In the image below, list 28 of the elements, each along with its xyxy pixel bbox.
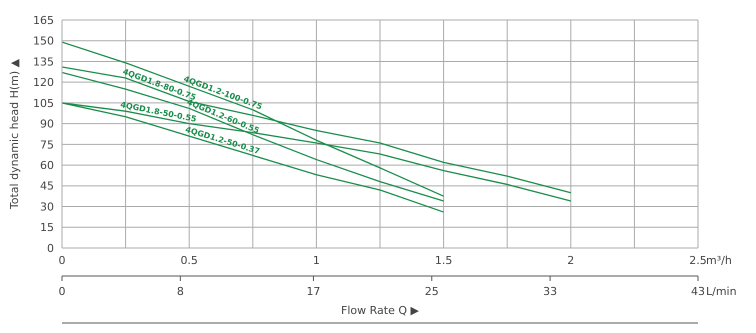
y-tick-label: 15 <box>40 221 54 234</box>
x-tick-label: 2.5 <box>689 254 707 267</box>
x-tick-label: 1 <box>312 254 320 267</box>
y-tick-label: 90 <box>40 118 54 131</box>
x2-tick-label: 33 <box>543 285 558 298</box>
x-tick-label: 0.5 <box>180 254 198 267</box>
y-tick-label: 30 <box>40 200 54 214</box>
y-tick-label: 135 <box>33 55 54 68</box>
y-tick-label: 105 <box>33 96 54 110</box>
y-tick-label: 60 <box>40 158 54 172</box>
x2-tick-label: 0 <box>58 285 66 298</box>
y-tick-label: 120 <box>33 76 54 90</box>
x2-tick-label: 43 <box>691 285 705 298</box>
x-axis-title: m³/h <box>706 254 732 267</box>
y-axis-title: Total dynamic head H(m) ▲ <box>8 58 21 210</box>
x2-tick-label: 8 <box>176 285 184 298</box>
y-tick-label: 0 <box>47 242 54 255</box>
y-tick-label: 45 <box>40 180 54 193</box>
x2-tick-label: 17 <box>306 285 320 298</box>
x-tick-label: 1.5 <box>434 254 452 267</box>
y-tick-label: 75 <box>40 138 54 152</box>
x2-tick-label: 25 <box>424 285 439 298</box>
x2-axis-title: L/min <box>706 285 737 298</box>
y-tick-label: 150 <box>33 34 54 48</box>
x-tick-label: 0 <box>58 254 66 267</box>
text: Flow Rate Q ▶ <box>341 304 420 317</box>
y-tick-label: 165 <box>33 14 54 27</box>
x-tick-label: 2 <box>567 254 574 267</box>
